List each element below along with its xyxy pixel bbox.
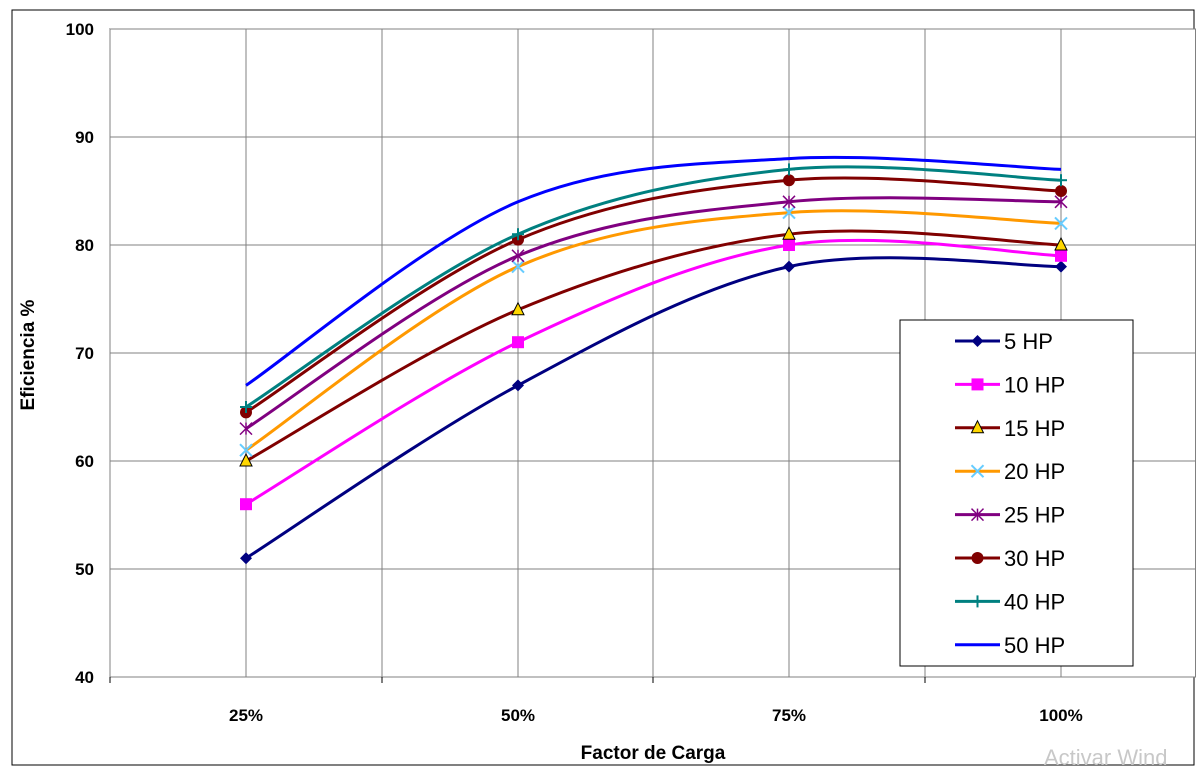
x-tick-label: 25%: [229, 706, 263, 725]
data-point-marker: [239, 452, 253, 467]
marker-stroke: [239, 443, 253, 457]
legend-entry: 50 HP: [955, 633, 1065, 658]
series-line: [245, 238, 1062, 506]
data-point-marker: [971, 552, 984, 564]
data-point-marker: [512, 379, 524, 392]
data-point-marker: [240, 401, 252, 413]
y-tick-label: 90: [75, 128, 94, 147]
data-point-marker: [783, 239, 795, 251]
legend-label: 30 HP: [1004, 546, 1065, 571]
data-point-marker: [511, 301, 525, 316]
legend-entry: 25 HP: [955, 503, 1065, 528]
x-tick-label: 50%: [501, 706, 535, 725]
data-point-marker: [783, 163, 795, 176]
marker-stroke: [511, 259, 525, 274]
legend-label: 50 HP: [1004, 633, 1065, 658]
legend-label: 20 HP: [1004, 459, 1065, 484]
legend-label: 25 HP: [1004, 503, 1065, 528]
data-point-marker: [1055, 174, 1067, 187]
data-point-marker: [1054, 236, 1068, 251]
legend-label: 5 HP: [1004, 329, 1053, 354]
data-point-marker: [970, 419, 985, 434]
marker-stroke: [970, 464, 985, 478]
data-point-marker: [783, 174, 795, 187]
data-point-marker: [240, 552, 252, 565]
data-point-marker: [782, 195, 796, 209]
data-point-marker: [1055, 249, 1067, 262]
data-point-marker: [971, 595, 984, 608]
y-tick-labels: 40 50 60 70 80 90 100: [66, 20, 94, 687]
series-line: [245, 196, 1062, 430]
legend-entry: 30 HP: [955, 546, 1065, 571]
legend-entry: 15 HP: [955, 416, 1065, 441]
data-point-marker: [1055, 260, 1067, 273]
y-tick-label: 70: [75, 344, 94, 363]
y-tick-label: 100: [66, 20, 94, 39]
data-point-marker: [782, 226, 796, 240]
data-point-marker: [240, 498, 252, 511]
y-axis-title: Eficiencia %: [18, 299, 39, 410]
x-tick-labels: 25% 50% 75% 100%: [229, 706, 1083, 725]
data-point-marker: [782, 205, 796, 220]
legend-box: [899, 319, 1134, 667]
y-tick-label: 50: [75, 560, 94, 579]
data-point-marker: [511, 249, 525, 263]
legend-label: 15 HP: [1004, 416, 1065, 441]
data-point-marker: [1054, 216, 1068, 231]
series-line: [245, 229, 1062, 463]
series-lines: [239, 155, 1068, 565]
marker-stroke: [1054, 216, 1068, 231]
y-tick-label: 60: [75, 452, 94, 471]
data-point-marker: [971, 378, 984, 391]
data-point-marker: [783, 260, 795, 273]
data-point-marker: [512, 228, 524, 241]
data-point-marker: [1054, 195, 1068, 209]
series-50-hp: [245, 155, 1062, 387]
legend-label: 40 HP: [1004, 589, 1065, 614]
data-point-marker: [970, 464, 985, 478]
data-point-marker: [239, 422, 253, 436]
marker-stroke: [782, 205, 796, 220]
series-line: [245, 165, 1062, 409]
legend-entry: 5 HP: [955, 329, 1053, 354]
series-5-hp: [240, 256, 1067, 565]
data-point-marker: [239, 443, 253, 457]
y-tick-label: 80: [75, 236, 94, 255]
series-line: [245, 209, 1062, 452]
x-axis-title: Factor de Carga: [581, 743, 726, 764]
legend-entry: 20 HP: [955, 459, 1065, 484]
series-40-hp: [240, 163, 1067, 413]
series-25-hp: [239, 195, 1068, 436]
series-line: [245, 155, 1062, 387]
series-line: [245, 176, 1062, 414]
legend-entry: 40 HP: [955, 589, 1065, 614]
series-15-hp: [239, 226, 1068, 467]
legend: 5 HP 10 HP 15 HP 20 HP 25 HP 30 HP 40 HP 50 HP: [899, 319, 1134, 667]
watermark-text: Activar Wind: [1044, 745, 1167, 767]
legend-label: 10 HP: [1004, 372, 1065, 397]
data-point-marker: [971, 335, 984, 347]
series-line: [245, 256, 1062, 560]
data-point-marker: [511, 259, 525, 274]
x-tick-label: 75%: [772, 706, 806, 725]
data-point-marker: [512, 336, 524, 349]
data-point-marker: [1055, 185, 1067, 197]
series-10-hp: [240, 238, 1067, 511]
data-point-marker: [970, 508, 985, 522]
series-20-hp: [239, 205, 1068, 457]
y-tick-label: 40: [75, 668, 94, 687]
legend-entry: 10 HP: [955, 372, 1065, 397]
x-tick-label: 100%: [1039, 706, 1082, 725]
